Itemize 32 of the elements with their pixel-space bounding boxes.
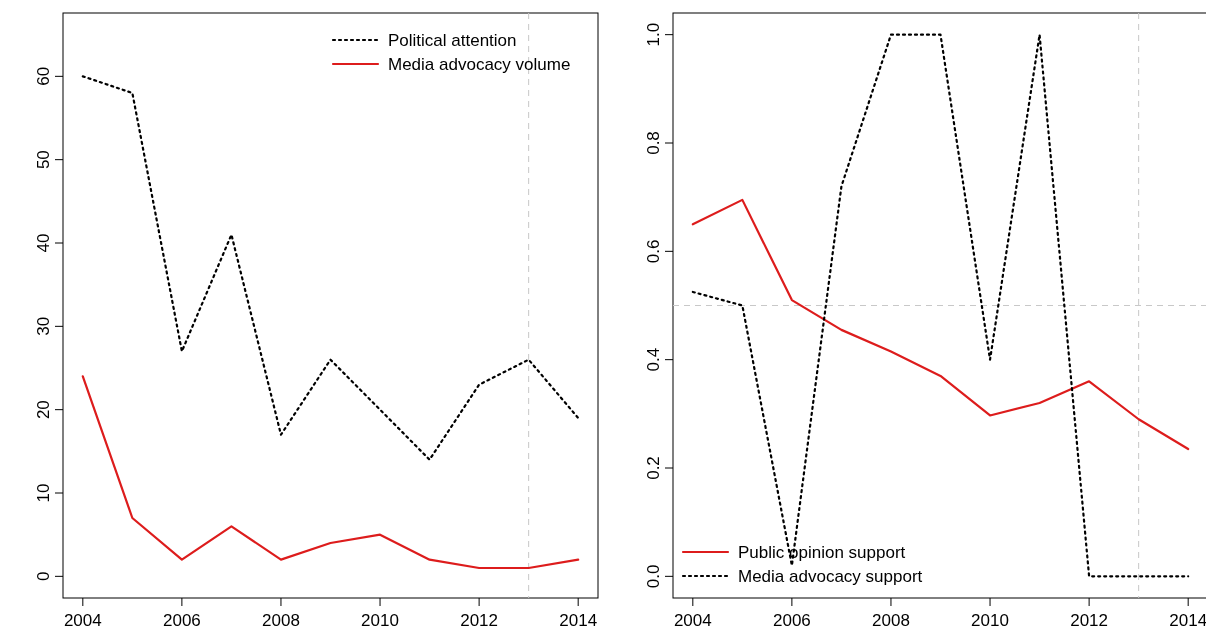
- y-tick-label: 0: [34, 571, 53, 582]
- x-tick-label: 2004: [63, 611, 102, 630]
- x-tick-label: 2010: [971, 611, 1009, 630]
- y-tick-label: 1.0: [644, 22, 663, 47]
- y-tick-label: 40: [34, 233, 53, 253]
- x-tick-label: 2006: [772, 611, 811, 630]
- line-series: [81, 75, 580, 461]
- y-tick-label: 30: [34, 316, 53, 336]
- x-tick-label: 2014: [559, 611, 598, 630]
- x-tick-label: 2012: [1070, 611, 1109, 630]
- y-tick-label: 0.2: [644, 456, 663, 480]
- y-tick-label: 10: [34, 483, 53, 503]
- y-tick-label: 50: [34, 150, 53, 170]
- y-tick-label: 60: [34, 66, 53, 86]
- y-tick-label: 0.4: [644, 347, 663, 372]
- x-tick-label: 2008: [262, 611, 300, 630]
- y-tick-label: 20: [34, 400, 53, 420]
- y-tick-label: 0.6: [644, 239, 663, 264]
- legend-label: Media advocacy support: [738, 567, 923, 586]
- legend-label: Political attention: [388, 31, 517, 50]
- x-tick-label: 2004: [673, 611, 712, 630]
- x-tick-label: 2014: [1169, 611, 1208, 630]
- x-tick-label: 2008: [872, 611, 910, 630]
- y-tick-label: 0.0: [644, 564, 663, 589]
- x-tick-label: 2010: [361, 611, 399, 630]
- line-series: [691, 198, 1190, 451]
- legend-label: Media advocacy volume: [388, 55, 571, 74]
- line-series: [81, 375, 580, 570]
- x-tick-label: 2012: [460, 611, 499, 630]
- x-tick-label: 2006: [162, 611, 201, 630]
- y-tick-label: 0.8: [644, 131, 663, 155]
- legend-label: Public opinion support: [738, 543, 906, 562]
